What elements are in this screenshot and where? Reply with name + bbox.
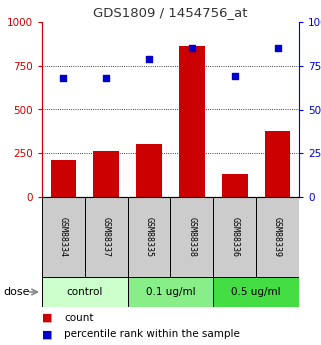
Bar xyxy=(213,197,256,277)
Point xyxy=(189,46,195,51)
Point xyxy=(146,56,152,61)
Text: count: count xyxy=(65,313,94,323)
Text: ■: ■ xyxy=(42,329,53,339)
Text: GSM88336: GSM88336 xyxy=(230,217,239,257)
Bar xyxy=(51,160,76,197)
Point xyxy=(104,75,109,81)
Text: dose: dose xyxy=(3,287,30,297)
Point xyxy=(232,73,237,79)
Bar xyxy=(213,277,299,307)
Bar xyxy=(42,197,85,277)
Text: GSM88334: GSM88334 xyxy=(59,217,68,257)
Bar xyxy=(128,277,213,307)
Text: GSM88338: GSM88338 xyxy=(187,217,196,257)
Bar xyxy=(42,277,128,307)
Bar xyxy=(93,151,119,197)
Text: GSM88337: GSM88337 xyxy=(102,217,111,257)
Bar xyxy=(179,47,205,197)
Point xyxy=(61,75,66,81)
Text: 0.1 ug/ml: 0.1 ug/ml xyxy=(146,287,195,297)
Text: GSM88335: GSM88335 xyxy=(144,217,153,257)
Text: GSM88339: GSM88339 xyxy=(273,217,282,257)
Bar xyxy=(170,197,213,277)
Bar xyxy=(256,197,299,277)
Bar xyxy=(128,197,170,277)
Bar xyxy=(136,144,162,197)
Bar xyxy=(85,197,128,277)
Text: ■: ■ xyxy=(42,313,53,323)
Bar xyxy=(265,130,291,197)
Bar xyxy=(222,174,247,197)
Text: control: control xyxy=(67,287,103,297)
Text: 0.5 ug/ml: 0.5 ug/ml xyxy=(231,287,281,297)
Point xyxy=(275,46,280,51)
Title: GDS1809 / 1454756_at: GDS1809 / 1454756_at xyxy=(93,7,248,19)
Text: percentile rank within the sample: percentile rank within the sample xyxy=(65,329,240,339)
